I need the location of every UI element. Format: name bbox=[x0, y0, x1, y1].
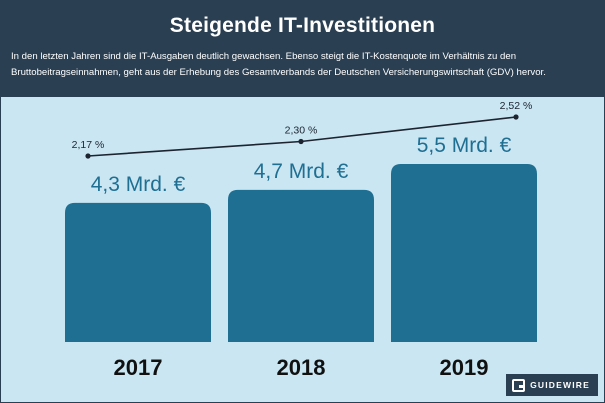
guidewire-logo-icon bbox=[512, 378, 526, 392]
line-point-2019 bbox=[513, 114, 519, 120]
bar-value-label-2019: 5,5 Mrd. € bbox=[417, 134, 512, 157]
x-tick-label-2018: 2018 bbox=[277, 355, 326, 380]
chart-title: Steigende IT-Investitionen bbox=[169, 14, 436, 37]
bar-value-label-2017: 4,3 Mrd. € bbox=[91, 173, 186, 196]
bar-2019 bbox=[391, 164, 537, 342]
line-point-2018 bbox=[298, 138, 304, 145]
bar-2017 bbox=[65, 202, 211, 342]
chart: 4,3 Mrd. € 2017 4,7 Mrd. € 2018 5,5 Mrd. € 20… bbox=[65, 100, 537, 380]
line-label-2018: 2,30 % bbox=[285, 125, 318, 137]
bar-2018 bbox=[228, 189, 374, 342]
bar-value-label-2018: 4,7 Mrd. € bbox=[254, 160, 349, 183]
guidewire-logo: GUIDEWIRE bbox=[506, 374, 598, 396]
x-tick-label-2019: 2019 bbox=[440, 355, 489, 380]
chart-subtitle: In den letzten Jahren sind die IT-Ausgab… bbox=[11, 51, 546, 78]
line-label-2017: 2,17 % bbox=[72, 139, 105, 151]
line-point-2017 bbox=[85, 153, 91, 159]
header: Steigende IT-Investitionen In den letzte… bbox=[1, 1, 604, 97]
line-label-2019: 2,52 % bbox=[500, 100, 533, 112]
chart-panel: 4,3 Mrd. € 2017 4,7 Mrd. € 2018 5,5 Mrd. € 20… bbox=[1, 97, 604, 402]
x-tick-label-2017: 2017 bbox=[114, 355, 163, 380]
logo-text: GUIDEWIRE bbox=[530, 380, 590, 390]
